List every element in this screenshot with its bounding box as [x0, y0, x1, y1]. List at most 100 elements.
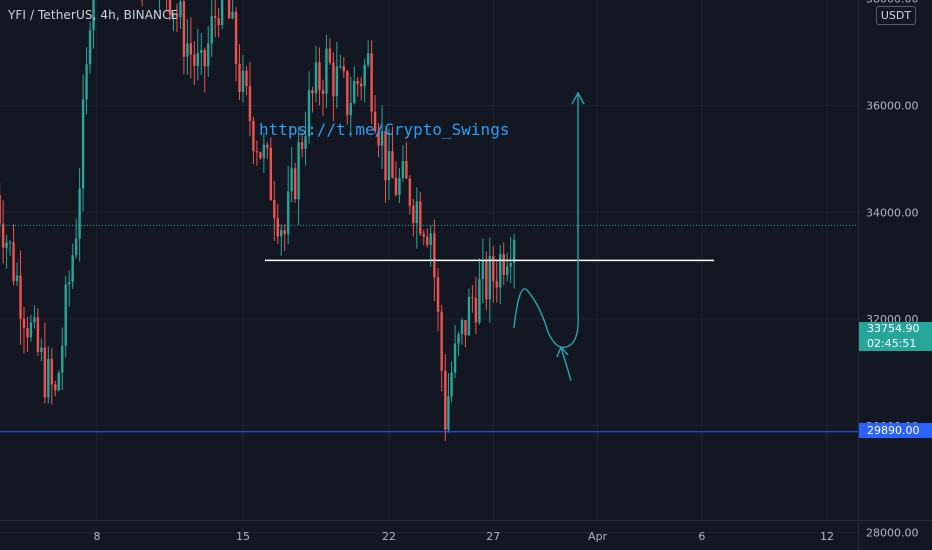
candle-body — [203, 50, 206, 67]
candle-body — [238, 63, 241, 92]
candle-body — [353, 80, 356, 103]
candle-body — [419, 201, 422, 234]
candle-body — [259, 152, 262, 159]
candle-body — [359, 83, 363, 87]
candle-body — [179, 1, 182, 18]
candle-body — [1, 223, 5, 248]
candle-body — [47, 358, 50, 398]
candle-body — [429, 233, 432, 245]
x-tick-label: 15 — [236, 530, 250, 543]
candle-body — [366, 53, 370, 65]
candle-body — [346, 71, 349, 116]
candle-body — [231, 11, 234, 19]
candle-body — [92, 0, 95, 31]
candle-body — [387, 151, 391, 181]
candle-body — [200, 50, 203, 54]
candle-body — [290, 168, 293, 192]
candle-body — [394, 177, 398, 195]
candle-body — [495, 281, 498, 288]
candle-body — [444, 370, 447, 430]
candle-body — [460, 320, 464, 335]
candle-body — [207, 43, 210, 67]
candle-body — [8, 242, 12, 244]
candle-body — [88, 30, 92, 65]
candle-body — [283, 230, 286, 235]
candle-body — [5, 242, 8, 248]
candle-body — [349, 102, 352, 116]
candle-body — [474, 297, 478, 323]
candle-body — [15, 275, 19, 282]
candle-body — [248, 86, 252, 122]
y-tick-label: 34000.00 — [866, 206, 919, 219]
candle-body — [262, 144, 266, 159]
candle-body — [363, 64, 366, 87]
candle-body — [227, 0, 231, 19]
candle-body — [217, 18, 220, 26]
candle-body — [293, 168, 297, 200]
candle-body — [85, 64, 88, 100]
x-tick-label: 6 — [698, 530, 705, 543]
price-axis[interactable]: 28000.0030000.0032000.0034000.0036000.00… — [866, 0, 919, 540]
candle-body — [172, 13, 175, 16]
candle-body — [286, 191, 290, 235]
candle-body — [81, 99, 85, 189]
projection-arrowhead — [571, 91, 585, 105]
projection-path — [513, 95, 579, 349]
candle-body — [40, 347, 43, 352]
candle-body — [304, 136, 307, 149]
candle-body — [266, 144, 269, 148]
candle-body — [447, 396, 450, 430]
currency-badge[interactable]: USDT — [876, 6, 916, 25]
candle-countdown-tag: 02:45:51 — [859, 336, 932, 351]
candle-body — [471, 296, 474, 298]
candle-body — [453, 343, 457, 373]
candle-body — [415, 201, 419, 224]
candle-body — [478, 278, 481, 323]
candlestick-series — [0, 0, 516, 442]
candle-body — [26, 328, 29, 338]
candle-body — [245, 70, 248, 87]
candle-body — [241, 70, 245, 92]
candle-body — [168, 0, 172, 16]
current-price-tag: 33754.90 — [859, 322, 932, 336]
candle-body — [370, 53, 373, 112]
candle-body — [182, 1, 186, 57]
bounce-arrowhead — [556, 345, 569, 358]
telegram-link-text: https://t.me/Crypto_Swings — [259, 120, 510, 139]
candle-body — [380, 131, 384, 146]
candle-body — [71, 255, 74, 282]
x-tick-label: 27 — [486, 530, 500, 543]
candle-body — [488, 256, 492, 300]
candle-body — [467, 296, 471, 336]
candle-body — [12, 242, 15, 282]
candle-body — [175, 13, 179, 18]
candle-body — [485, 259, 488, 300]
candle-body — [436, 277, 440, 312]
candle-body — [196, 53, 200, 66]
candle-body — [509, 263, 512, 267]
symbol-header[interactable]: YFI / TetherUS, 4h, BINANCE — [8, 8, 179, 22]
candle-body — [64, 284, 67, 346]
candle-body — [67, 281, 71, 285]
candle-body — [78, 188, 81, 239]
bounce-arrow — [560, 347, 572, 382]
candle-body — [189, 43, 193, 55]
candle-body — [464, 320, 467, 336]
candle-body — [398, 177, 401, 195]
candle-body — [297, 142, 300, 200]
candle-body — [300, 142, 304, 149]
candle-body — [384, 131, 387, 181]
candle-body — [280, 230, 283, 237]
candle-body — [457, 334, 460, 344]
candle-body — [512, 240, 516, 264]
candle-body — [19, 275, 22, 319]
candle-body — [273, 200, 276, 219]
candle-body — [505, 266, 509, 275]
candle-body — [502, 254, 505, 275]
candle-body — [74, 238, 78, 256]
time-axis[interactable]: 8 15 22 27 Apr 6 12 — [94, 530, 834, 543]
x-tick-label: Apr — [588, 530, 608, 543]
candle-body — [339, 66, 342, 68]
candle-body — [43, 347, 47, 398]
